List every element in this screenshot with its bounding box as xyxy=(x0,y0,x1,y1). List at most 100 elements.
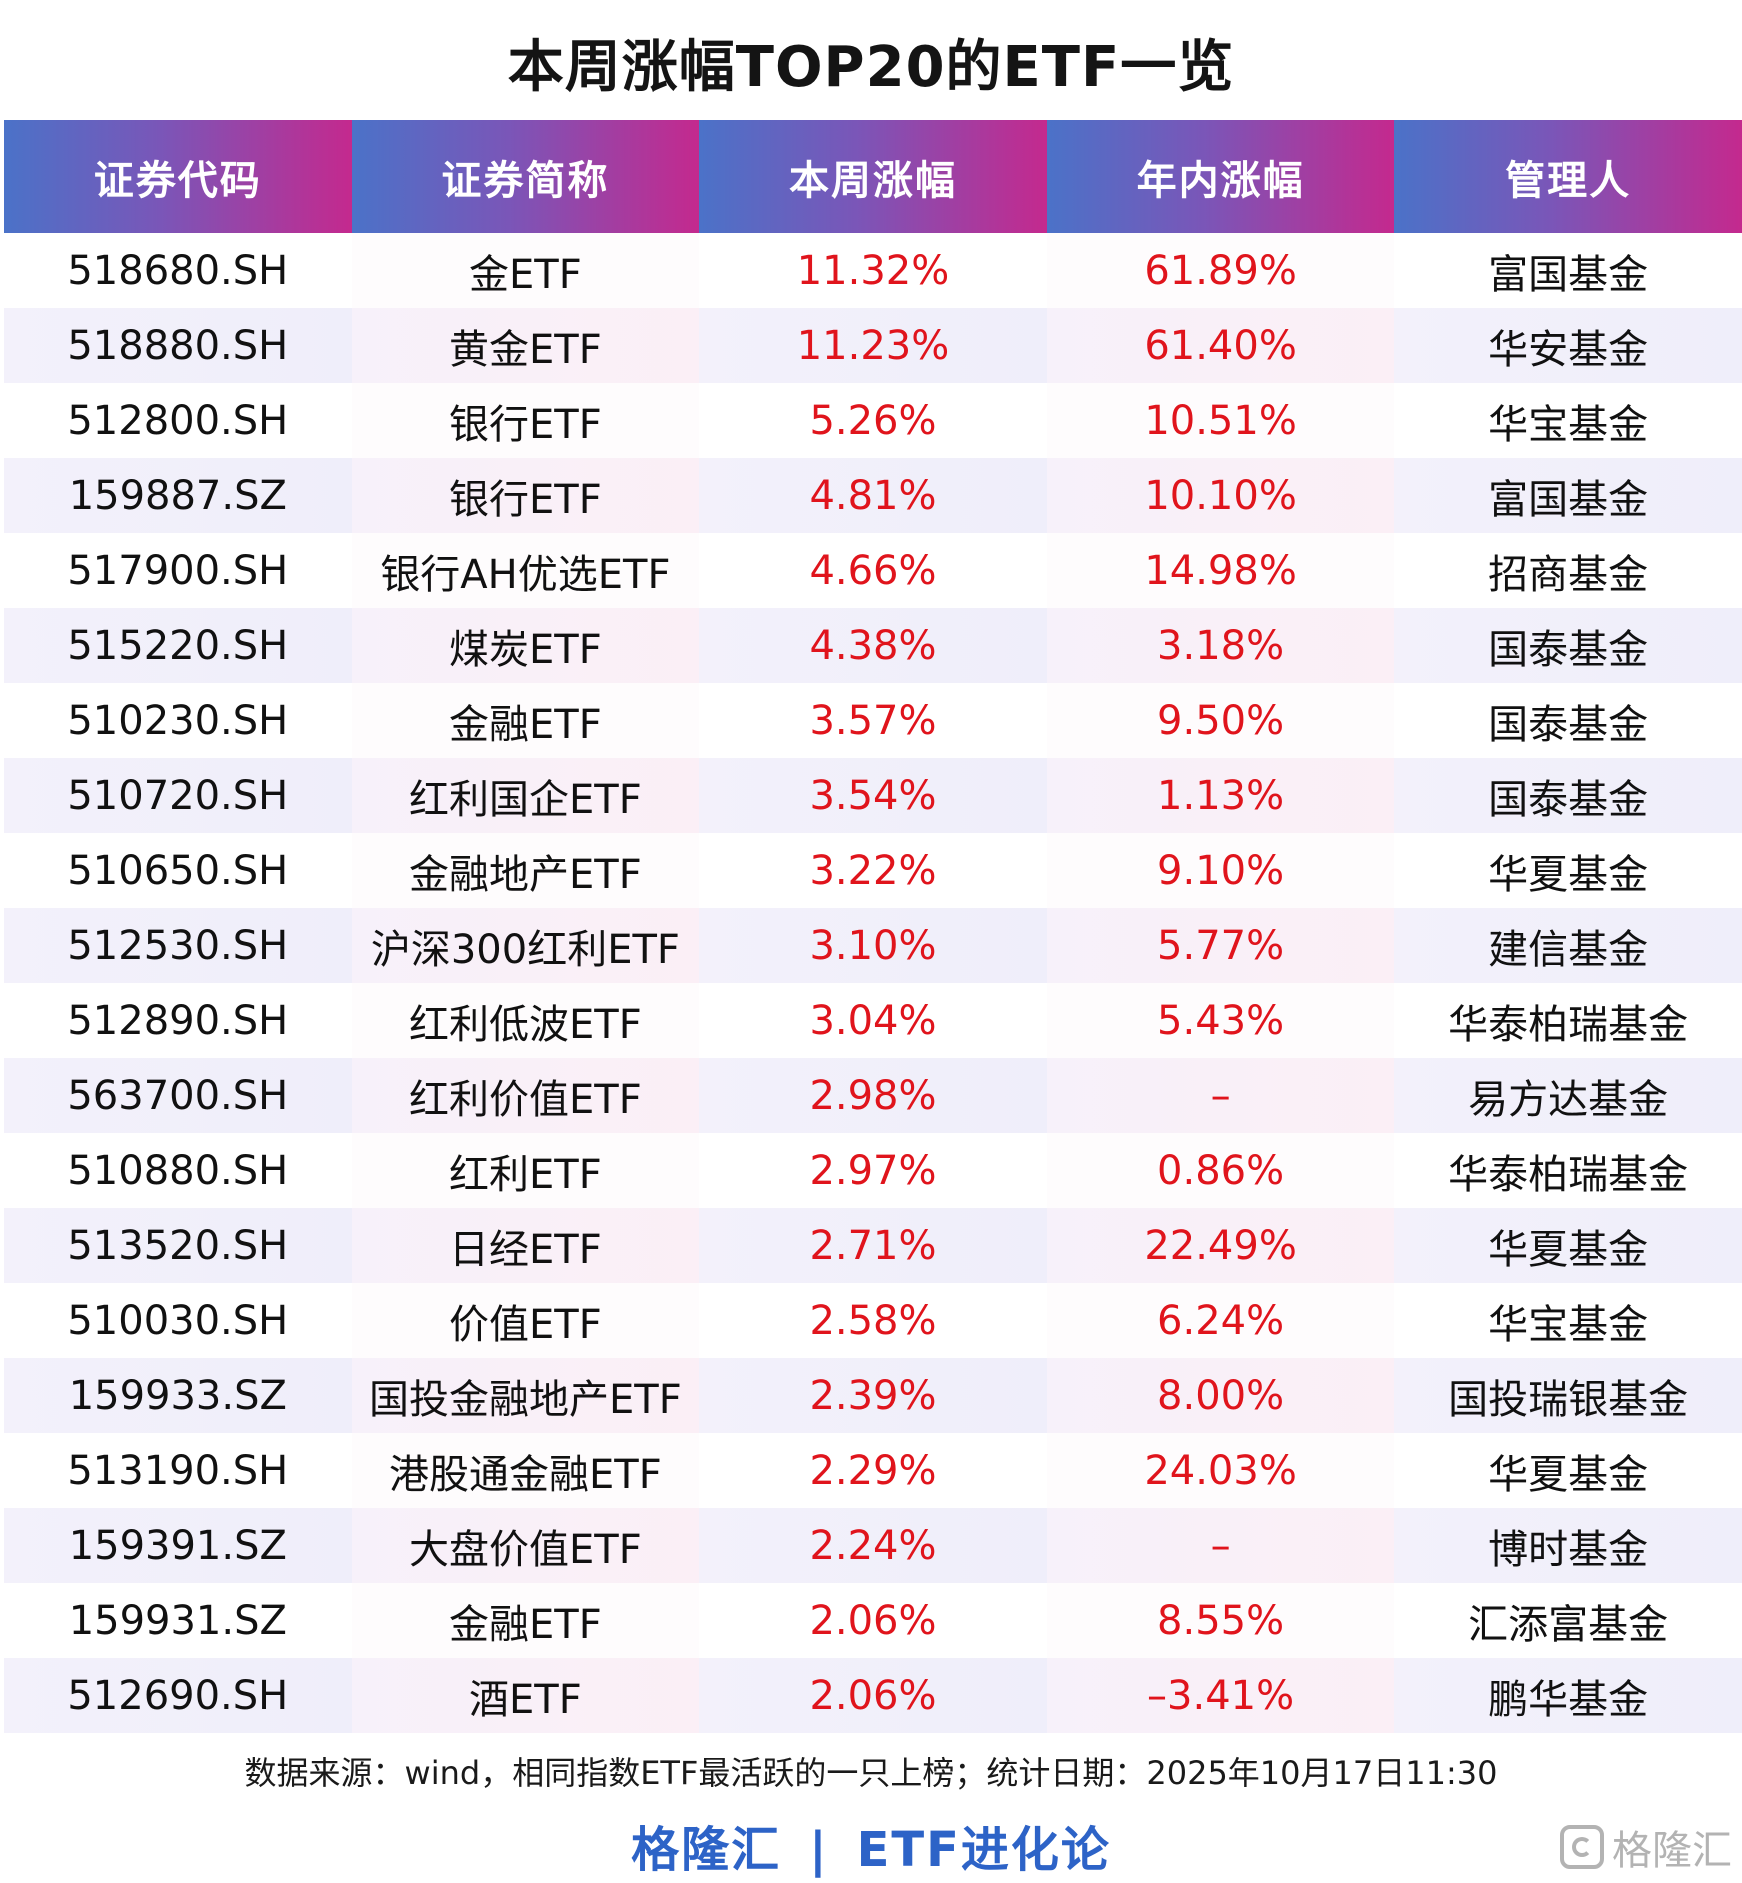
brand-column-name: ETF进化论 xyxy=(856,1822,1111,1878)
cell-weekly-change: 2.58% xyxy=(699,1283,1047,1358)
cell-name: 黄金ETF xyxy=(351,308,700,383)
table-row: 510880.SH 红利ETF 2.97% 0.86% 华泰柏瑞基金 xyxy=(4,1133,1742,1208)
cell-code: 159931.SZ xyxy=(4,1583,352,1658)
cell-manager: 汇添富基金 xyxy=(1394,1583,1742,1658)
cell-weekly-change: 4.38% xyxy=(699,608,1047,683)
cell-name: 国投金融地产ETF xyxy=(351,1358,700,1433)
watermark: 格隆汇 xyxy=(1560,1818,1732,1876)
gelonghui-logo-icon xyxy=(1560,1825,1604,1869)
cell-code: 159887.SZ xyxy=(4,458,352,533)
cell-code: 510030.SH xyxy=(4,1283,352,1358)
cell-ytd-change: 5.77% xyxy=(1046,908,1395,983)
cell-manager: 华泰柏瑞基金 xyxy=(1394,983,1742,1058)
table-header-row: 证券代码 证券简称 本周涨幅 年内涨幅 管理人 xyxy=(4,120,1742,233)
cell-name: 金ETF xyxy=(351,233,700,308)
cell-manager: 华泰柏瑞基金 xyxy=(1394,1133,1742,1208)
cell-weekly-change: 2.71% xyxy=(699,1208,1047,1283)
column-header-ytd-change: 年内涨幅 xyxy=(1046,120,1395,233)
cell-weekly-change: 2.06% xyxy=(699,1658,1047,1733)
cell-manager: 国泰基金 xyxy=(1394,758,1742,833)
table-row: 159933.SZ 国投金融地产ETF 2.39% 8.00% 国投瑞银基金 xyxy=(4,1358,1742,1433)
cell-code: 510720.SH xyxy=(4,758,352,833)
cell-weekly-change: 3.57% xyxy=(699,683,1047,758)
cell-manager: 华宝基金 xyxy=(1394,383,1742,458)
cell-code: 512800.SH xyxy=(4,383,352,458)
cell-manager: 华夏基金 xyxy=(1394,1208,1742,1283)
cell-manager: 国投瑞银基金 xyxy=(1394,1358,1742,1433)
cell-name: 大盘价值ETF xyxy=(351,1508,700,1583)
etf-table: 证券代码 证券简称 本周涨幅 年内涨幅 管理人 518680.SH 金ETF 1… xyxy=(4,120,1742,1733)
brand-line: 格隆汇 | ETF进化论 xyxy=(0,1810,1742,1880)
cell-weekly-change: 3.10% xyxy=(699,908,1047,983)
column-header-weekly-change: 本周涨幅 xyxy=(699,120,1047,233)
cell-name: 银行AH优选ETF xyxy=(351,533,700,608)
cell-ytd-change: 14.98% xyxy=(1046,533,1395,608)
cell-name: 金融ETF xyxy=(351,683,700,758)
cell-manager: 鹏华基金 xyxy=(1394,1658,1742,1733)
cell-ytd-change: – xyxy=(1046,1058,1395,1133)
page-title: 本周涨幅TOP20的ETF一览 xyxy=(507,35,1235,100)
cell-manager: 富国基金 xyxy=(1394,233,1742,308)
cell-code: 515220.SH xyxy=(4,608,352,683)
cell-name: 红利ETF xyxy=(351,1133,700,1208)
column-header-name: 证券简称 xyxy=(351,120,700,233)
cell-name: 银行ETF xyxy=(351,458,700,533)
cell-ytd-change: 6.24% xyxy=(1046,1283,1395,1358)
cell-name: 红利低波ETF xyxy=(351,983,700,1058)
table-row: 510720.SH 红利国企ETF 3.54% 1.13% 国泰基金 xyxy=(4,758,1742,833)
cell-weekly-change: 4.81% xyxy=(699,458,1047,533)
table-row: 159391.SZ 大盘价值ETF 2.24% – 博时基金 xyxy=(4,1508,1742,1583)
brand-separator: | xyxy=(809,1822,829,1878)
cell-weekly-change: 3.04% xyxy=(699,983,1047,1058)
cell-code: 518680.SH xyxy=(4,233,352,308)
cell-weekly-change: 5.26% xyxy=(699,383,1047,458)
cell-code: 518880.SH xyxy=(4,308,352,383)
cell-manager: 国泰基金 xyxy=(1394,683,1742,758)
cell-manager: 华夏基金 xyxy=(1394,1433,1742,1508)
cell-code: 517900.SH xyxy=(4,533,352,608)
cell-code: 513520.SH xyxy=(4,1208,352,1283)
cell-weekly-change: 11.32% xyxy=(699,233,1047,308)
table-row: 159931.SZ 金融ETF 2.06% 8.55% 汇添富基金 xyxy=(4,1583,1742,1658)
table-row: 518880.SH 黄金ETF 11.23% 61.40% 华安基金 xyxy=(4,308,1742,383)
cell-ytd-change: 8.00% xyxy=(1046,1358,1395,1433)
cell-name: 价值ETF xyxy=(351,1283,700,1358)
cell-name: 金融ETF xyxy=(351,1583,700,1658)
cell-ytd-change: 8.55% xyxy=(1046,1583,1395,1658)
cell-manager: 富国基金 xyxy=(1394,458,1742,533)
watermark-text: 格隆汇 xyxy=(1612,1828,1732,1874)
cell-manager: 华宝基金 xyxy=(1394,1283,1742,1358)
cell-name: 酒ETF xyxy=(351,1658,700,1733)
table-row: 510030.SH 价值ETF 2.58% 6.24% 华宝基金 xyxy=(4,1283,1742,1358)
cell-weekly-change: 4.66% xyxy=(699,533,1047,608)
table-row: 515220.SH 煤炭ETF 4.38% 3.18% 国泰基金 xyxy=(4,608,1742,683)
cell-code: 159933.SZ xyxy=(4,1358,352,1433)
cell-weekly-change: 2.97% xyxy=(699,1133,1047,1208)
cell-code: 512690.SH xyxy=(4,1658,352,1733)
table-row: 510230.SH 金融ETF 3.57% 9.50% 国泰基金 xyxy=(4,683,1742,758)
table-row: 159887.SZ 银行ETF 4.81% 10.10% 富国基金 xyxy=(4,458,1742,533)
cell-weekly-change: 2.24% xyxy=(699,1508,1047,1583)
cell-code: 513190.SH xyxy=(4,1433,352,1508)
cell-weekly-change: 2.06% xyxy=(699,1583,1047,1658)
cell-ytd-change: 5.43% xyxy=(1046,983,1395,1058)
table-row: 512530.SH 沪深300红利ETF 3.10% 5.77% 建信基金 xyxy=(4,908,1742,983)
cell-weekly-change: 3.22% xyxy=(699,833,1047,908)
cell-manager: 华安基金 xyxy=(1394,308,1742,383)
cell-name: 银行ETF xyxy=(351,383,700,458)
cell-ytd-change: 3.18% xyxy=(1046,608,1395,683)
cell-manager: 招商基金 xyxy=(1394,533,1742,608)
cell-ytd-change: 61.40% xyxy=(1046,308,1395,383)
cell-ytd-change: – xyxy=(1046,1508,1395,1583)
cell-manager: 华夏基金 xyxy=(1394,833,1742,908)
cell-code: 159391.SZ xyxy=(4,1508,352,1583)
cell-code: 510650.SH xyxy=(4,833,352,908)
cell-ytd-change: 24.03% xyxy=(1046,1433,1395,1508)
cell-manager: 国泰基金 xyxy=(1394,608,1742,683)
cell-manager: 易方达基金 xyxy=(1394,1058,1742,1133)
table-row: 512690.SH 酒ETF 2.06% –3.41% 鹏华基金 xyxy=(4,1658,1742,1733)
table-row: 512800.SH 银行ETF 5.26% 10.51% 华宝基金 xyxy=(4,383,1742,458)
cell-manager: 建信基金 xyxy=(1394,908,1742,983)
cell-weekly-change: 2.29% xyxy=(699,1433,1047,1508)
cell-name: 红利价值ETF xyxy=(351,1058,700,1133)
